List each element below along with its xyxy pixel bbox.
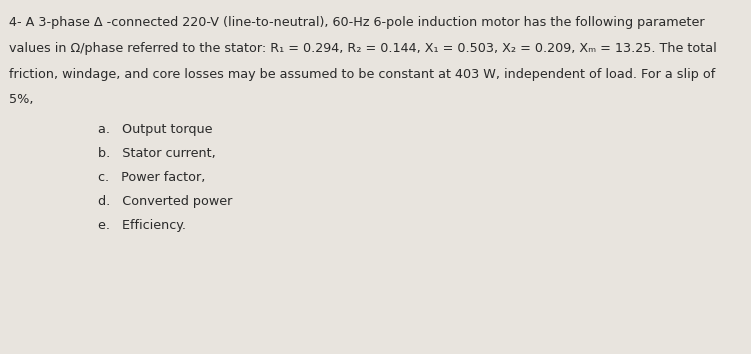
- Text: b.   Stator current,: b. Stator current,: [98, 147, 216, 160]
- Text: friction, windage, and core losses may be assumed to be constant at 403 W, indep: friction, windage, and core losses may b…: [9, 68, 715, 81]
- Text: e.   Efficiency.: e. Efficiency.: [98, 219, 185, 232]
- Text: 5%,: 5%,: [9, 93, 34, 107]
- Text: values in Ω/phase referred to the stator: R₁ = 0.294, R₂ = 0.144, X₁ = 0.503, X₂: values in Ω/phase referred to the stator…: [9, 42, 716, 55]
- Text: 4- A 3-phase Δ -connected 220-V (line-to-neutral), 60-Hz 6-pole induction motor : 4- A 3-phase Δ -connected 220-V (line-to…: [9, 16, 704, 29]
- Text: a.   Output torque: a. Output torque: [98, 123, 212, 136]
- Text: c.   Power factor,: c. Power factor,: [98, 171, 205, 184]
- Text: d.   Converted power: d. Converted power: [98, 195, 232, 208]
